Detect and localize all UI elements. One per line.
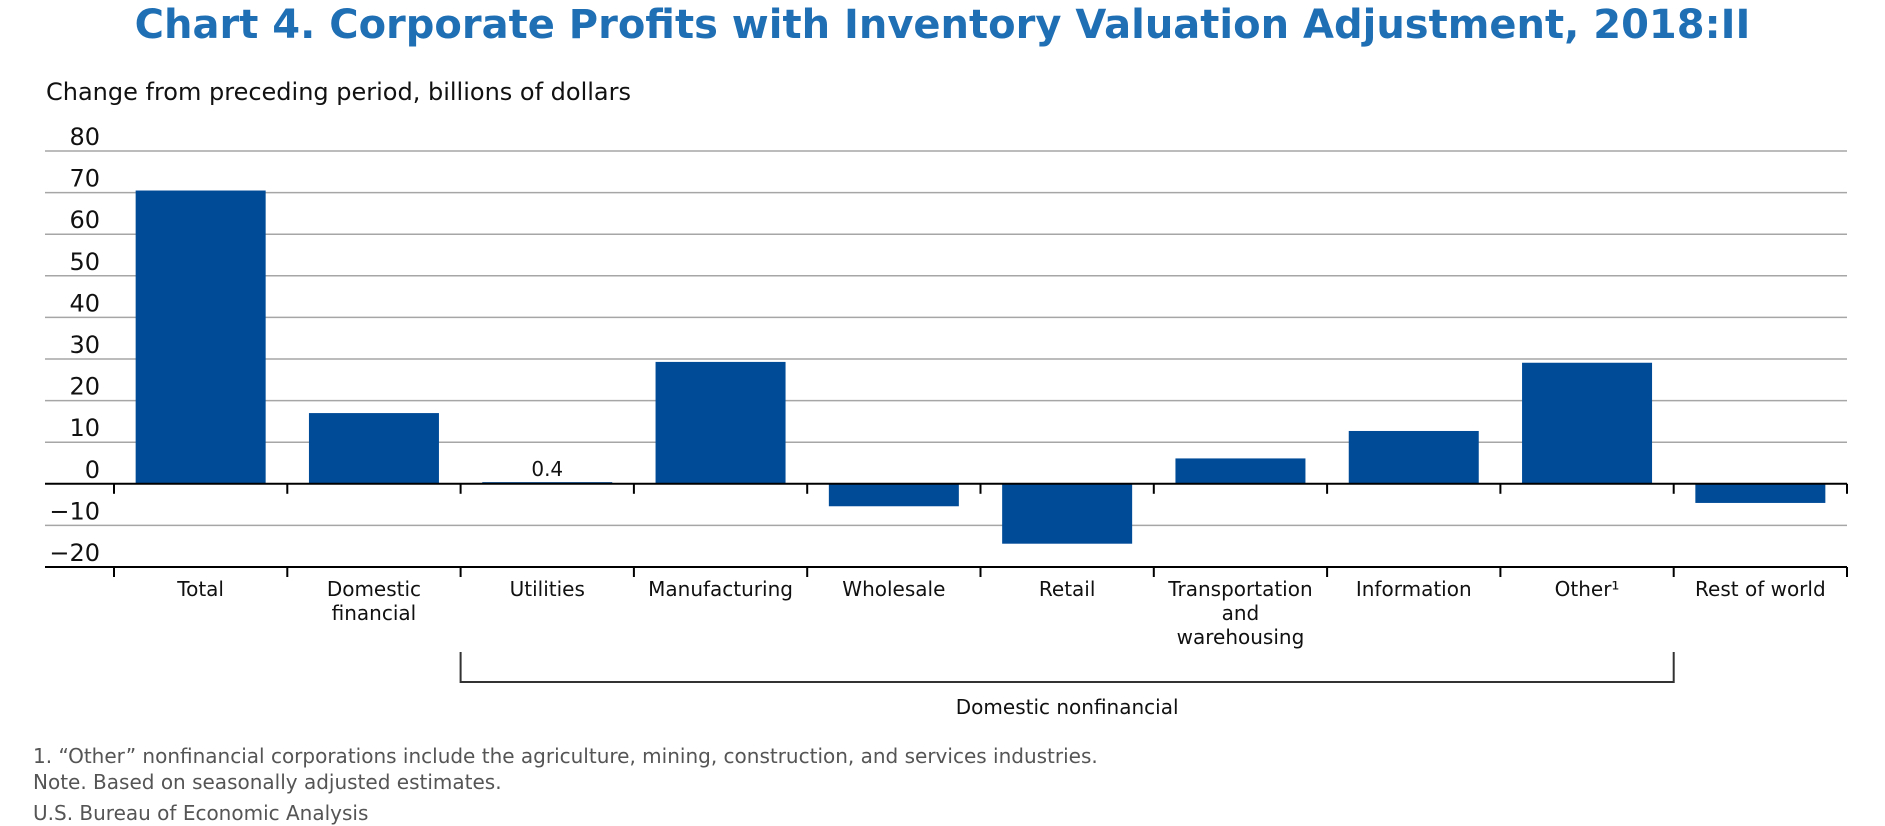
bar (1695, 483, 1826, 503)
chart-title: Chart 4. Corporate Profits with Inventor… (134, 2, 1751, 48)
y-tick-label: 40 (69, 289, 100, 317)
bar (1522, 362, 1653, 484)
y-tick-labels: 80 70 60 50 40 30 20 10 0 −10 −20 (49, 123, 100, 567)
y-tick-label: 50 (69, 248, 100, 276)
data-label: 0.4 (531, 457, 563, 481)
bar (308, 413, 439, 484)
group-bracket: Domestic nonfinancial (459, 652, 1675, 719)
axes (45, 482, 1848, 577)
bar (1175, 458, 1306, 484)
y-tick-label: 30 (69, 331, 100, 359)
y-tick-label: 10 (69, 414, 100, 442)
x-tick-label: Domestic (327, 577, 421, 601)
y-tick-label: −10 (49, 497, 100, 525)
source-credit: U.S. Bureau of Economic Analysis (33, 801, 369, 825)
x-tick-label: Retail (1039, 577, 1096, 601)
data-labels: 0.4 (531, 457, 563, 481)
footnote-other: 1. “Other” nonfinancial corporations inc… (33, 744, 1098, 768)
bar (1348, 430, 1479, 484)
bracket-line (459, 652, 1675, 683)
bar-chart: 80 70 60 50 40 30 20 10 0 −10 −20 0.4 Total Domesti… (45, 123, 1848, 719)
x-tick-label: financial (332, 601, 417, 625)
bar (1002, 483, 1133, 544)
y-tick-label: 60 (69, 206, 100, 234)
y-tick-label: 70 (69, 165, 100, 193)
bracket-label: Domestic nonfinancial (956, 695, 1179, 719)
x-tick-label: Transportation (1167, 577, 1312, 601)
x-tick-label: Manufacturing (648, 577, 793, 601)
y-tick-label: 80 (69, 123, 100, 151)
x-tick-label: Rest of world (1695, 577, 1826, 601)
x-tick-label: Total (176, 577, 224, 601)
x-tick-label: Wholesale (842, 577, 945, 601)
x-tick-label: Other¹ (1555, 577, 1620, 601)
y-axis-label: Change from preceding period, billions o… (46, 78, 632, 106)
footnote-note: Note. Based on seasonally adjusted estim… (33, 770, 502, 794)
bar (135, 190, 266, 484)
y-tick-label: −20 (49, 539, 100, 567)
x-tick-label: and (1222, 601, 1260, 625)
y-tick-label: 20 (69, 373, 100, 401)
bar (655, 361, 786, 484)
x-tick-label: warehousing (1177, 625, 1305, 649)
x-tick-label: Utilities (510, 577, 585, 601)
x-tick-label: Information (1356, 577, 1472, 601)
bar (828, 483, 959, 507)
y-tick-label: 0 (85, 456, 100, 484)
bars (135, 190, 1826, 544)
